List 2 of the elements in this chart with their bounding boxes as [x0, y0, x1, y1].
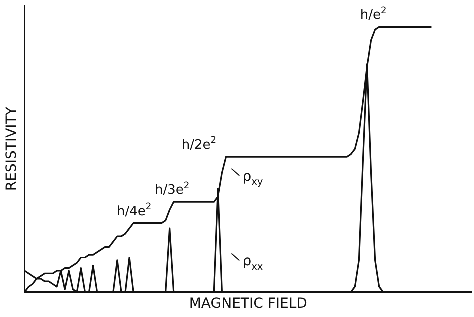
- x-axis-title: MAGNETIC FIELD: [189, 296, 308, 312]
- y-axis-title: RESISTIVITY: [4, 106, 20, 192]
